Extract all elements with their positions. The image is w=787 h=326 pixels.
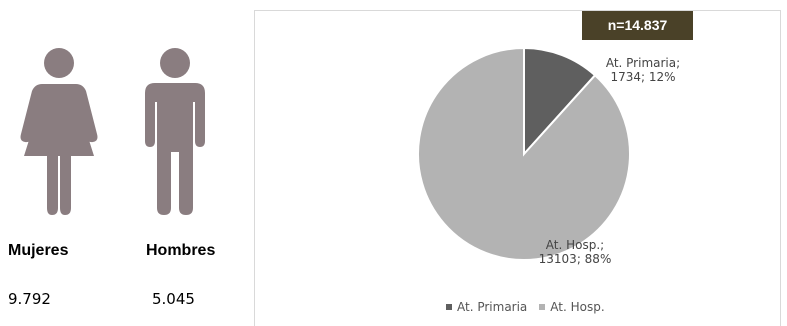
women-label: Mujeres bbox=[8, 242, 69, 259]
slice-label-primaria-line1: At. Primaria; bbox=[605, 56, 681, 70]
legend-item-hosp: At. Hosp. bbox=[539, 300, 605, 314]
legend-label-hosp: At. Hosp. bbox=[550, 300, 605, 314]
women-count: 9.792 bbox=[8, 290, 51, 308]
pie-slice-hosp bbox=[417, 46, 631, 261]
slice-label-primaria: At. Primaria; 1734; 12% bbox=[598, 56, 688, 84]
man-icon bbox=[143, 48, 207, 216]
chart-legend: At. Primaria At. Hosp. bbox=[446, 300, 605, 314]
slice-label-hosp-line2: 13103; 88% bbox=[538, 252, 612, 266]
slice-label-hosp-line1: At. Hosp.; bbox=[545, 238, 605, 252]
legend-label-primaria: At. Primaria bbox=[457, 300, 528, 314]
slice-label-primaria-line2: 1734; 12% bbox=[610, 70, 676, 84]
woman-icon bbox=[20, 48, 98, 216]
legend-swatch-hosp bbox=[539, 304, 546, 310]
men-label: Hombres bbox=[146, 242, 216, 259]
legend-item-primaria: At. Primaria bbox=[446, 300, 527, 314]
legend-swatch-primaria bbox=[446, 304, 452, 310]
slice-label-hosp: At. Hosp.; 13103; 88% bbox=[520, 238, 630, 266]
pie-slice-primaria bbox=[523, 46, 597, 157]
sample-size-badge: n=14.837 bbox=[582, 11, 693, 40]
chart-area bbox=[254, 10, 781, 326]
men-count: 5.045 bbox=[152, 290, 195, 308]
